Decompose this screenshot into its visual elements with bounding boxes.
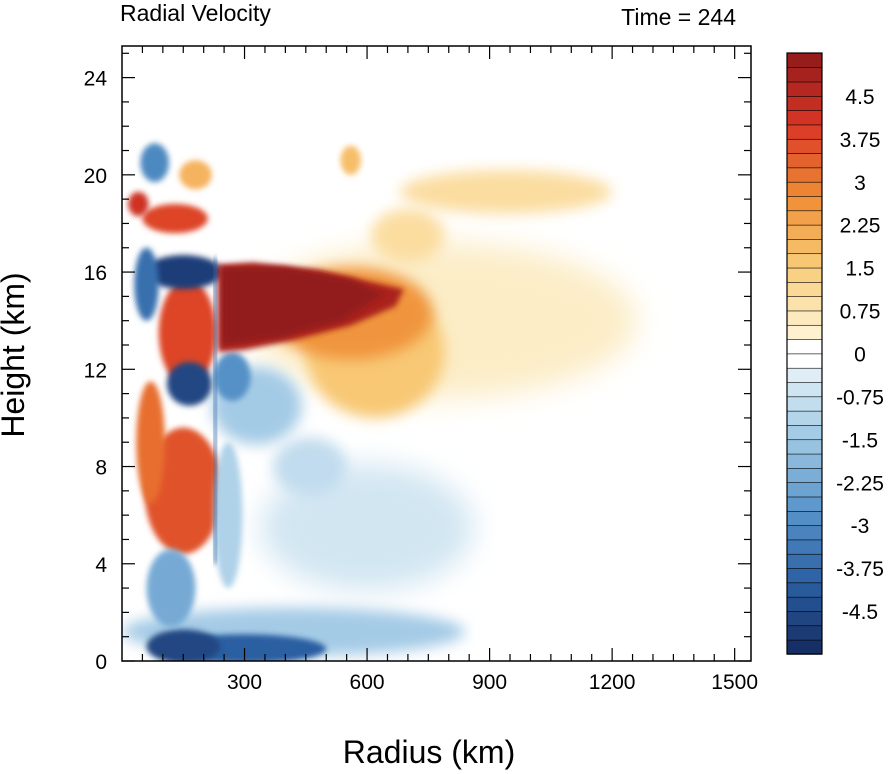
colorbar-label: 0 <box>854 344 866 367</box>
field-feature <box>260 464 474 591</box>
colorbar-label: -4.5 <box>842 601 878 624</box>
colorbar-segment <box>786 181 823 197</box>
field-feature <box>158 279 216 387</box>
colorbar-segment <box>786 367 823 383</box>
colorbar-label: 3.75 <box>840 129 881 152</box>
colorbar-segment <box>786 639 823 655</box>
y-axis: 0 4 8 12 16 20 24 <box>84 52 751 674</box>
colorbar-segment <box>786 353 823 369</box>
field-feature <box>136 381 165 503</box>
x-axis-label: Radius (km) <box>343 734 515 770</box>
colorbar-segment <box>786 95 823 111</box>
field-feature <box>371 208 445 263</box>
colorbar-segment <box>786 81 823 97</box>
colorbar-segment <box>786 295 823 312</box>
colorbar-segment <box>786 281 823 297</box>
colorbar-segment <box>786 467 823 483</box>
colorbar-segment <box>786 210 823 226</box>
colorbar-segment <box>786 496 823 512</box>
field-feature <box>166 362 212 406</box>
y-tick-label: 4 <box>95 554 107 577</box>
colorbar-segment <box>786 52 823 69</box>
colorbar-label: 4.5 <box>845 86 874 109</box>
chart-subtitle: Time = 244 <box>621 4 736 30</box>
colorbar-segment <box>786 253 823 269</box>
y-tick-label: 24 <box>84 68 108 91</box>
colorbar-label: -0.75 <box>836 386 884 409</box>
x-tick-label: 600 <box>350 671 385 694</box>
y-tick-label: 12 <box>84 359 107 382</box>
colorbar-segment <box>786 610 823 627</box>
field-feature <box>146 549 196 627</box>
colorbar-segment <box>786 338 823 355</box>
colorbar-segment <box>786 167 823 183</box>
x-tick-label: 300 <box>227 671 262 694</box>
colorbar-segment <box>786 625 823 641</box>
y-tick-label: 16 <box>84 262 107 285</box>
colorbar-segment <box>786 596 823 612</box>
field-feature <box>273 437 347 496</box>
field-feature <box>213 352 251 401</box>
colorbar-segment <box>786 539 823 555</box>
colorbar-segment <box>786 396 823 412</box>
colorbar-segment <box>786 67 823 83</box>
colorbar-segment <box>786 453 823 469</box>
eyewall-edge <box>213 257 217 564</box>
colorbar-label: 1.5 <box>845 258 874 281</box>
colorbar-label: 2.25 <box>840 215 881 238</box>
colorbar-label: 0.75 <box>840 301 881 324</box>
outflow-jet-core <box>222 267 384 345</box>
colorbar-segment <box>786 439 823 455</box>
colorbar-label: 3 <box>854 172 866 195</box>
colorbar-segment <box>786 310 823 326</box>
field-feature <box>213 442 243 589</box>
colorbar-segment <box>786 553 823 569</box>
y-tick-label: 20 <box>84 165 107 188</box>
colorbar-segment <box>786 152 823 169</box>
field-feature <box>128 191 149 217</box>
colorbar: 4.5 3.75 3 2.25 1.5 0.75 0 -0.75 -1.5 -2.25 -3 -3.7… <box>786 52 884 655</box>
field-feature <box>140 143 169 183</box>
field-feature <box>179 160 212 190</box>
colorbar-segment <box>786 238 823 255</box>
colorbar-segment <box>786 124 823 140</box>
field-feature <box>340 145 361 175</box>
colorbar-frame <box>786 52 823 655</box>
colorbar-segment <box>786 410 823 426</box>
velocity-field <box>122 143 637 661</box>
x-axis: 300 600 900 1200 1500 <box>141 46 758 694</box>
y-tick-label: 0 <box>95 651 107 674</box>
colorbar-label: -2.25 <box>836 472 884 495</box>
y-tick-label: 8 <box>95 457 107 480</box>
plot-frame <box>121 45 752 662</box>
colorbar-segment <box>786 510 823 526</box>
x-tick-label: 1500 <box>711 671 758 694</box>
colorbar-segment <box>786 567 823 584</box>
chart-title: Radial Velocity <box>120 0 271 26</box>
colorbar-segment <box>786 195 823 212</box>
colorbar-segment <box>786 224 823 240</box>
colorbar-segment <box>786 481 823 498</box>
field-feature <box>142 204 208 234</box>
colorbar-segment <box>786 424 823 441</box>
colorbar-label: -3.75 <box>836 558 884 581</box>
colorbar-segment <box>786 582 823 598</box>
colorbar-segment <box>786 138 823 154</box>
colorbar-segment <box>786 524 823 541</box>
field-feature <box>399 169 613 214</box>
colorbar-segment <box>786 381 823 398</box>
y-axis-label: Height (km) <box>0 272 31 437</box>
colorbar-label: -3 <box>851 515 870 538</box>
colorbar-segment <box>786 267 823 283</box>
x-tick-label: 900 <box>472 671 507 694</box>
colorbar-segment <box>786 324 823 340</box>
x-tick-label: 1200 <box>589 671 636 694</box>
field-feature <box>146 629 221 661</box>
field-feature <box>134 247 159 321</box>
field-feature <box>144 255 223 290</box>
colorbar-segment <box>786 109 823 126</box>
colorbar-label: -1.5 <box>842 429 878 452</box>
